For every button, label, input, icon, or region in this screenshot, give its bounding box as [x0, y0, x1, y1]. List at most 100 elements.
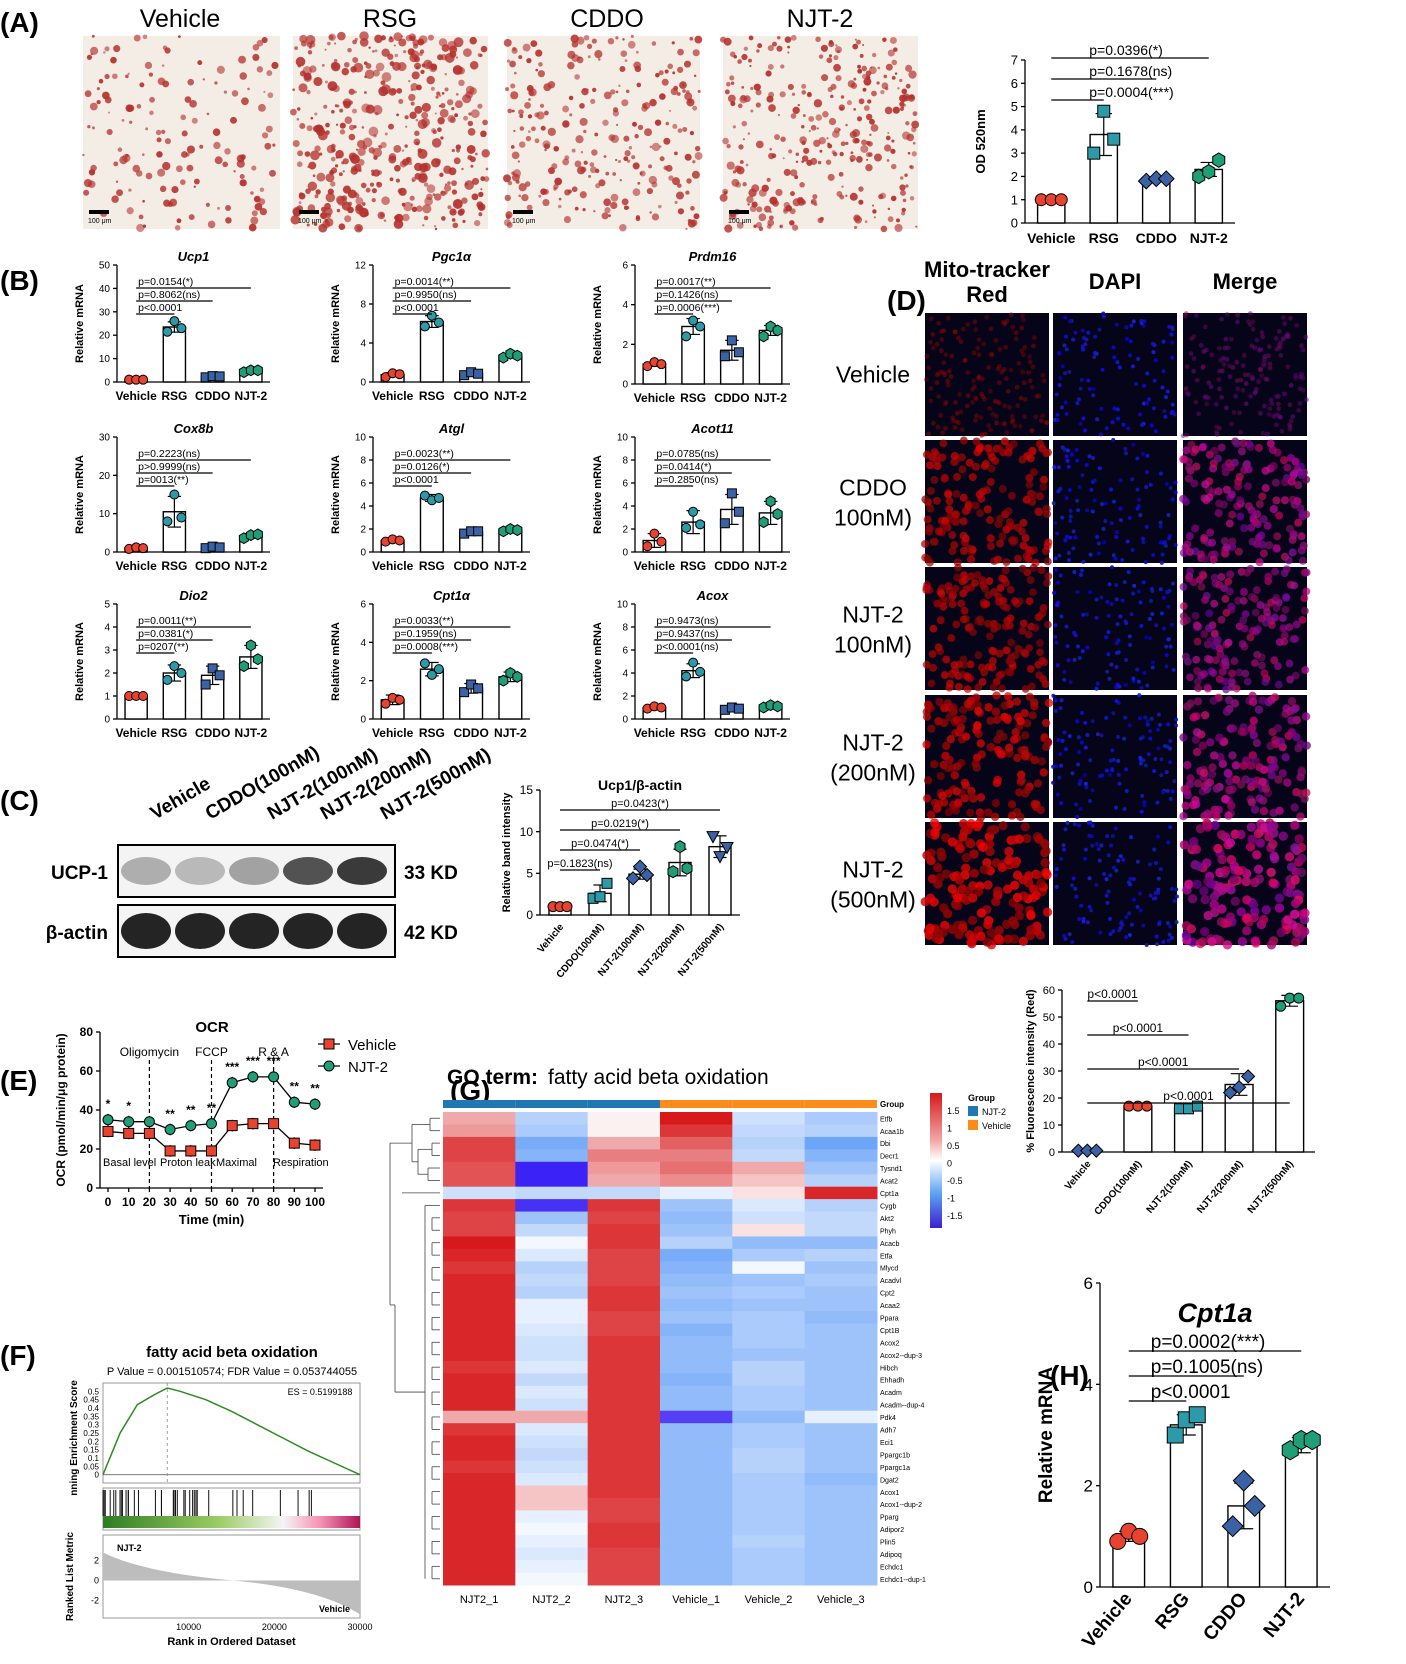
cell-blob: [1160, 385, 1165, 390]
lipid-droplet: [384, 132, 388, 136]
cell-blob: [1139, 685, 1144, 690]
cell-blob: [1129, 612, 1134, 617]
cell-blob: [1057, 553, 1062, 558]
cell-blob: [934, 527, 943, 536]
x-tick-label: CDDO: [195, 559, 230, 573]
x-axis-label: Rank in Ordered Dataset: [167, 1636, 296, 1648]
y-tick-label: 2: [622, 692, 628, 703]
heatmap-cell: [587, 1323, 661, 1337]
cell-blob: [1063, 371, 1068, 376]
cell-blob: [1221, 595, 1230, 603]
heatmap-cell: [443, 1224, 516, 1237]
lipid-droplet: [259, 187, 265, 193]
cell-blob: [921, 539, 930, 548]
cell-blob: [1002, 421, 1008, 427]
cell-blob: [1250, 326, 1256, 332]
row-label: Decr1: [880, 1154, 899, 1161]
significance-star: **: [165, 1107, 175, 1121]
heatmap-cell: [515, 1211, 589, 1225]
cell-blob: [984, 703, 993, 712]
data-point: [226, 1077, 238, 1089]
cell-blob: [1085, 732, 1090, 737]
cell-blob: [1013, 554, 1022, 563]
heatmap-cell: [804, 1211, 878, 1225]
cell-blob: [1156, 712, 1161, 717]
cell-blob: [1064, 347, 1069, 352]
cell-blob: [1282, 704, 1291, 713]
lipid-droplet: [677, 208, 685, 215]
lipid-droplet: [91, 126, 95, 130]
data-point: [625, 871, 641, 886]
lipid-droplet: [605, 171, 610, 176]
bar-RSG: [1169, 1424, 1203, 1588]
lipid-droplet: [162, 161, 171, 171]
lipid-droplet: [538, 62, 543, 67]
cell-blob: [985, 632, 994, 641]
x-tick-label: CDDO: [714, 726, 749, 740]
cell-blob: [1294, 481, 1303, 490]
lipid-droplet: [617, 159, 622, 164]
lipid-droplet: [863, 105, 870, 111]
cell-blob: [939, 439, 948, 448]
cell-blob: [1162, 409, 1167, 414]
lipid-droplet: [444, 52, 455, 63]
cell-blob: [1192, 655, 1201, 664]
lipid-droplet: [827, 86, 833, 93]
data-point: [206, 1118, 217, 1130]
lipid-droplet: [359, 31, 369, 41]
lipid-droplet: [840, 95, 845, 99]
cell-blob: [945, 683, 954, 692]
cell-blob: [1243, 482, 1252, 491]
cell-blob: [1123, 451, 1128, 456]
heatmap-cell: [587, 1410, 661, 1424]
lipid-droplet: [887, 216, 894, 223]
lipid-droplet: [355, 197, 364, 205]
cell-blob: [1215, 644, 1224, 653]
cell-blob: [995, 671, 1004, 680]
lipid-droplet: [125, 153, 129, 158]
cell-blob: [1300, 347, 1306, 353]
lipid-droplet: [334, 42, 337, 45]
cell-blob: [1166, 513, 1171, 518]
cell-blob: [1183, 311, 1189, 316]
cell-blob: [1129, 835, 1134, 840]
lipid-droplet: [83, 189, 90, 196]
lipid-droplet: [583, 129, 587, 134]
lipid-droplet: [603, 198, 612, 207]
lipid-droplet: [901, 88, 908, 95]
cell-blob: [1301, 666, 1310, 674]
lipid-droplet: [156, 151, 163, 158]
cell-blob: [1159, 757, 1164, 762]
y-tick-label: 10: [520, 825, 534, 839]
lipid-droplet: [544, 110, 549, 116]
lipid-droplet: [202, 78, 205, 81]
lipid-droplet: [250, 216, 259, 225]
heatmap-cell: [732, 1161, 806, 1175]
cell-blob: [1092, 498, 1097, 503]
cell-blob: [1249, 716, 1258, 725]
sig-label: p=0.0474(*): [571, 838, 629, 850]
cell-blob: [1300, 926, 1310, 937]
cell-blob: [1120, 557, 1125, 562]
cell-blob: [1261, 360, 1267, 366]
heatmap-cell: [660, 1410, 733, 1424]
row-label: Adipor2: [880, 1527, 904, 1534]
cell-blob: [1043, 620, 1052, 629]
lipid-droplet: [621, 99, 629, 107]
heatmap-cell: [515, 1547, 589, 1561]
heatmap-cell: [732, 1522, 806, 1536]
lipid-droplet: [826, 57, 833, 64]
lipid-droplet: [587, 55, 591, 59]
y-tick-label: 15: [520, 783, 534, 797]
lipid-droplet: [682, 126, 688, 133]
cell-blob: [1296, 407, 1302, 413]
cell-blob: [1027, 354, 1033, 360]
lipid-droplet: [298, 201, 302, 205]
significance-star: ***: [246, 1054, 260, 1068]
cell-blob: [944, 582, 953, 590]
lipid-droplet: [768, 104, 776, 112]
lipid-droplet: [827, 173, 835, 181]
cell-blob: [951, 666, 960, 674]
